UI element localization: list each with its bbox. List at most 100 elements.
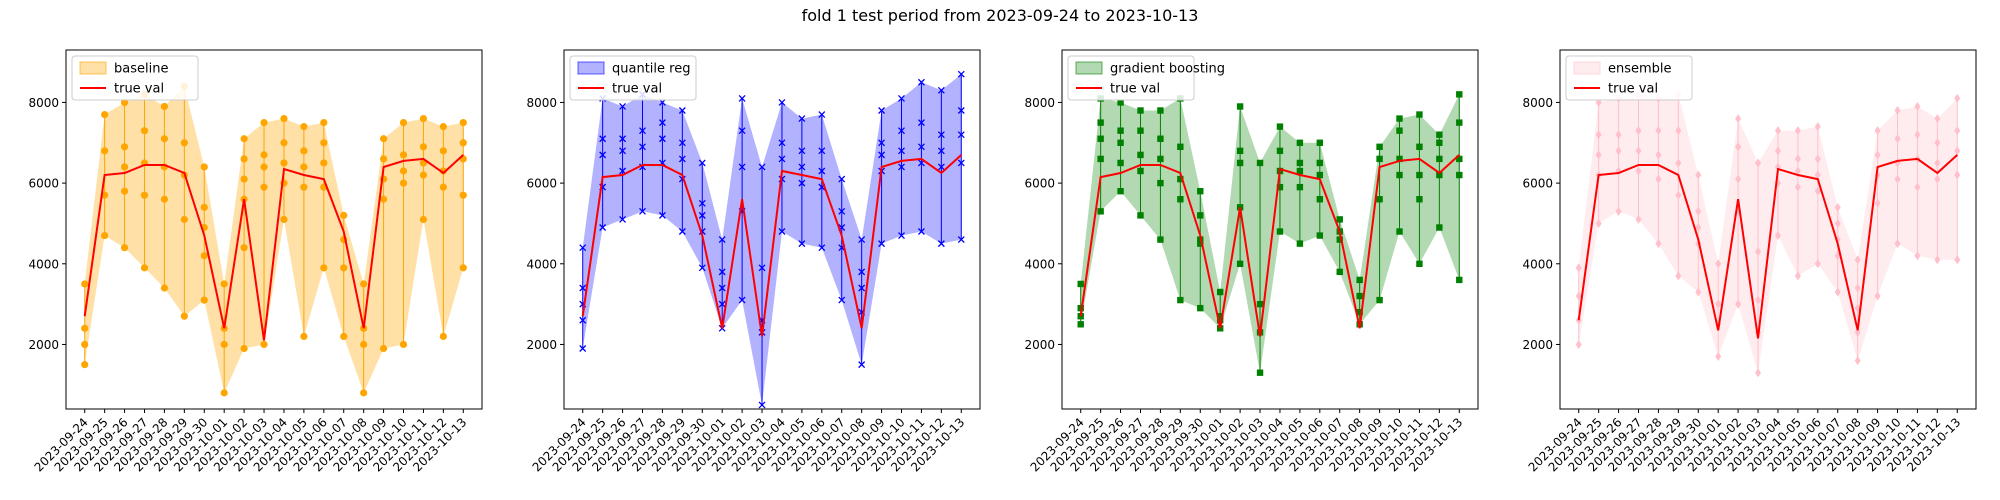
prediction-point	[1635, 146, 1642, 156]
prediction-point	[1675, 126, 1682, 136]
prediction-point	[698, 264, 706, 272]
legend: gradient boosting true val	[1067, 55, 1225, 101]
prediction-point	[898, 232, 905, 240]
prediction-point	[280, 159, 288, 167]
prediction-point	[1236, 103, 1244, 110]
prediction-point	[1794, 166, 1801, 176]
prediction-point	[1874, 150, 1881, 160]
prediction-point	[718, 284, 726, 292]
prediction-point	[698, 211, 706, 219]
prediction-point	[1137, 151, 1144, 159]
prediction-point	[360, 389, 368, 397]
prediction-point	[1436, 224, 1443, 231]
prediction-point	[1276, 228, 1284, 235]
prediction-point	[280, 139, 288, 147]
prediction-point	[1396, 115, 1403, 122]
prediction-point	[200, 163, 208, 171]
axes-frame	[65, 49, 483, 410]
prediction-point	[778, 98, 786, 106]
y-tick-label: 2000	[28, 338, 59, 352]
prediction-point	[1396, 127, 1403, 134]
legend-true-label: true val	[114, 82, 164, 97]
prediction-point	[160, 135, 169, 143]
prediction-point	[340, 332, 348, 340]
prediction-point	[599, 151, 607, 159]
prediction-point	[1376, 143, 1383, 151]
prediction-point	[1356, 276, 1363, 284]
prediction-point	[1296, 167, 1304, 175]
prediction-point	[1376, 155, 1383, 163]
prediction-point	[917, 78, 925, 86]
prediction-point	[280, 114, 288, 123]
prediction-point	[1456, 91, 1463, 98]
prediction-point	[1755, 295, 1762, 305]
prediction-point	[1735, 142, 1742, 152]
prediction-point	[957, 70, 965, 78]
prediction-point	[300, 147, 308, 155]
prediction-point	[1794, 182, 1801, 192]
uncertainty-band	[1080, 94, 1460, 373]
prediction-point	[1954, 126, 1961, 136]
prediction-point	[1157, 179, 1164, 187]
prediction-point	[1715, 259, 1722, 269]
prediction-point	[1456, 119, 1463, 126]
prediction-point	[1236, 260, 1244, 267]
prediction-point	[917, 228, 925, 235]
prediction-point	[818, 147, 826, 155]
prediction-point	[439, 183, 447, 191]
prediction-point	[1834, 287, 1841, 297]
chart-panel-2: 20004000600080002023-09-242023-09-252023…	[526, 49, 981, 474]
prediction-point	[1436, 131, 1443, 138]
prediction-point	[1077, 321, 1084, 328]
prediction-point	[1774, 231, 1781, 241]
prediction-point	[260, 119, 268, 127]
axes-frame	[563, 49, 981, 410]
prediction-point	[1276, 123, 1284, 130]
prediction-point	[1137, 127, 1144, 134]
prediction-point	[1595, 218, 1602, 228]
prediction-point	[818, 167, 826, 175]
prediction-point	[1615, 146, 1622, 156]
y-tick-label: 2000	[1024, 338, 1055, 352]
prediction-point	[1256, 159, 1264, 167]
prediction-point	[758, 264, 766, 272]
prediction-point	[639, 143, 646, 151]
prediction-point	[1794, 271, 1801, 281]
prediction-point	[1894, 106, 1901, 116]
prediction-point	[459, 264, 467, 272]
prediction-point	[1675, 158, 1682, 168]
prediction-point	[1356, 308, 1363, 316]
prediction-point	[200, 252, 208, 260]
y-tick-label: 6000	[526, 177, 557, 191]
prediction-point	[200, 203, 208, 211]
prediction-point	[937, 86, 945, 94]
prediction-point	[260, 151, 268, 159]
prediction-point	[1814, 186, 1821, 196]
prediction-point	[738, 296, 746, 304]
prediction-point	[1914, 182, 1921, 192]
prediction-point	[180, 139, 188, 147]
prediction-point	[459, 191, 467, 199]
prediction-point	[718, 300, 726, 308]
prediction-point	[1715, 299, 1722, 309]
prediction-point	[937, 131, 945, 139]
prediction-point	[1117, 159, 1124, 167]
prediction-point	[1934, 114, 1941, 124]
prediction-point	[1655, 239, 1662, 249]
axes-frame	[1559, 49, 1977, 410]
legend-band-label: quantile reg	[612, 62, 690, 77]
prediction-point	[1077, 280, 1084, 288]
prediction-point	[599, 224, 607, 231]
prediction-point	[240, 175, 248, 183]
legend: quantile reg true val	[569, 55, 697, 101]
prediction-point	[101, 147, 109, 155]
prediction-point	[1615, 130, 1622, 140]
prediction-point	[878, 151, 886, 159]
prediction-point	[260, 163, 268, 171]
prediction-point	[1296, 159, 1304, 167]
prediction-point	[658, 211, 666, 219]
prediction-point	[698, 159, 706, 167]
prediction-point	[300, 183, 308, 191]
prediction-point	[1914, 101, 1921, 111]
prediction-point	[1117, 127, 1124, 134]
